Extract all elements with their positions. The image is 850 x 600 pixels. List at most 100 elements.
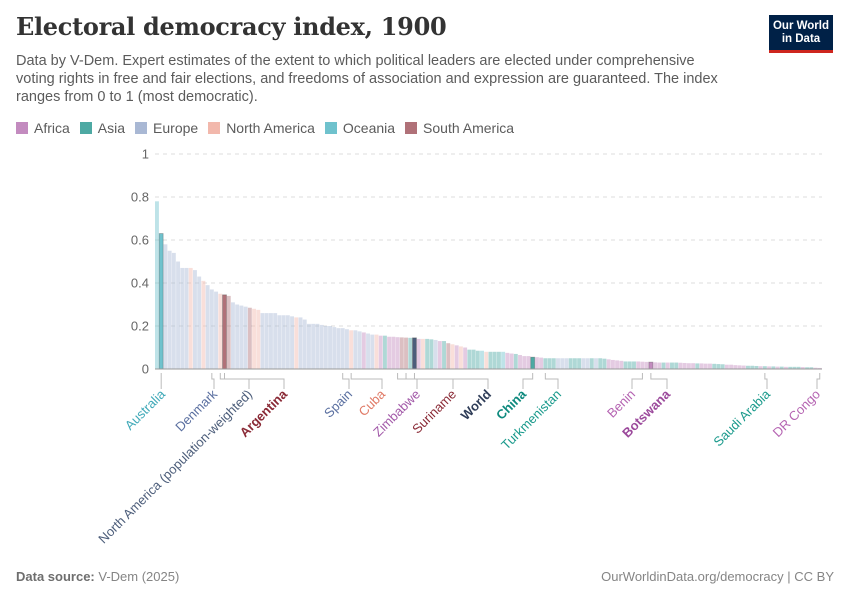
bar[interactable] — [488, 351, 493, 369]
bar[interactable] — [746, 365, 750, 369]
bar[interactable] — [568, 358, 573, 369]
bar[interactable] — [657, 362, 662, 369]
bar[interactable] — [357, 331, 362, 369]
bar[interactable] — [644, 361, 649, 369]
bar[interactable] — [484, 351, 489, 369]
bar[interactable] — [581, 358, 586, 369]
bar[interactable] — [467, 349, 472, 369]
bar[interactable] — [184, 267, 189, 369]
bar[interactable] — [361, 332, 366, 369]
bar[interactable] — [340, 328, 345, 369]
bar[interactable] — [180, 267, 185, 369]
bar[interactable] — [518, 355, 522, 369]
bar[interactable] — [551, 358, 556, 369]
bar[interactable] — [285, 315, 290, 369]
bar[interactable] — [463, 347, 468, 370]
bar[interactable] — [585, 358, 590, 369]
bar[interactable] — [264, 313, 269, 369]
bar[interactable] — [741, 365, 746, 369]
bar[interactable] — [526, 356, 531, 369]
bar[interactable] — [606, 359, 611, 369]
bar[interactable] — [205, 285, 210, 369]
bar[interactable] — [171, 252, 176, 369]
bar[interactable] — [433, 339, 438, 369]
bar[interactable] — [311, 323, 316, 369]
x-label-spain[interactable]: Spain — [321, 387, 355, 421]
legend-item-south-america[interactable]: South America — [405, 120, 514, 136]
bar[interactable] — [496, 351, 501, 369]
legend-item-north-america[interactable]: North America — [208, 120, 315, 136]
bar[interactable] — [416, 338, 421, 369]
bar[interactable] — [260, 313, 265, 369]
bar[interactable] — [610, 359, 615, 369]
bar[interactable] — [577, 358, 582, 369]
bar[interactable] — [556, 358, 560, 369]
bar[interactable] — [501, 351, 506, 369]
bar[interactable] — [302, 319, 307, 369]
bar[interactable] — [429, 339, 434, 369]
bar[interactable] — [226, 295, 231, 369]
bar[interactable] — [315, 323, 320, 369]
bar[interactable] — [594, 358, 598, 369]
bar[interactable] — [188, 267, 193, 369]
bar[interactable] — [796, 366, 801, 369]
bar[interactable] — [247, 307, 252, 369]
bar[interactable] — [686, 363, 691, 369]
bar[interactable] — [273, 313, 278, 369]
bar[interactable] — [378, 335, 383, 369]
bar[interactable] — [420, 338, 425, 369]
bar[interactable] — [771, 366, 776, 369]
footer-url[interactable]: OurWorldinData.org/democracy | CC BY — [601, 569, 834, 584]
bar[interactable] — [619, 360, 624, 369]
bar[interactable] — [809, 367, 814, 369]
bar[interactable] — [328, 326, 333, 369]
x-label-saudi-arabia[interactable]: Saudi Arabia — [710, 386, 773, 449]
bar[interactable] — [653, 362, 658, 369]
bar[interactable] — [750, 365, 755, 369]
bar[interactable] — [602, 358, 607, 369]
legend-item-africa[interactable]: Africa — [16, 120, 70, 136]
bar[interactable] — [572, 358, 577, 369]
bar[interactable] — [480, 350, 484, 369]
bar[interactable] — [268, 313, 273, 369]
bar[interactable] — [767, 366, 772, 369]
source-value[interactable]: V-Dem (2025) — [98, 569, 180, 584]
bar[interactable] — [454, 345, 459, 369]
bar[interactable] — [332, 327, 337, 369]
bar[interactable] — [471, 349, 476, 369]
bar[interactable] — [155, 201, 159, 369]
bar[interactable] — [640, 361, 645, 369]
bar[interactable] — [492, 351, 497, 369]
owid-logo[interactable]: Our World in Data — [769, 15, 833, 53]
bar[interactable] — [408, 337, 413, 369]
bar[interactable] — [792, 366, 797, 369]
bar[interactable] — [277, 315, 282, 369]
bar[interactable] — [758, 366, 763, 369]
bar[interactable] — [682, 362, 687, 369]
bar[interactable] — [539, 357, 544, 369]
bar[interactable] — [623, 361, 628, 369]
bar[interactable] — [306, 323, 311, 369]
bar[interactable] — [353, 330, 358, 369]
bar[interactable] — [513, 353, 518, 369]
bar[interactable] — [298, 317, 303, 369]
bar[interactable] — [598, 358, 603, 369]
bar[interactable] — [712, 363, 717, 369]
bar[interactable] — [632, 361, 636, 369]
bar[interactable] — [522, 356, 527, 369]
bar[interactable] — [674, 362, 679, 369]
bar[interactable] — [230, 302, 235, 369]
bar[interactable] — [665, 362, 670, 369]
bar[interactable] — [404, 337, 408, 369]
bar[interactable] — [382, 335, 387, 369]
bar[interactable] — [691, 363, 696, 369]
bar[interactable] — [509, 353, 514, 369]
bar[interactable] — [252, 308, 257, 369]
bar[interactable] — [235, 304, 240, 370]
bar[interactable] — [716, 364, 721, 369]
bar-botswana[interactable] — [648, 361, 654, 370]
bar[interactable] — [564, 358, 569, 369]
bar[interactable] — [737, 365, 742, 369]
bar[interactable] — [775, 366, 780, 369]
bar[interactable] — [699, 363, 704, 369]
